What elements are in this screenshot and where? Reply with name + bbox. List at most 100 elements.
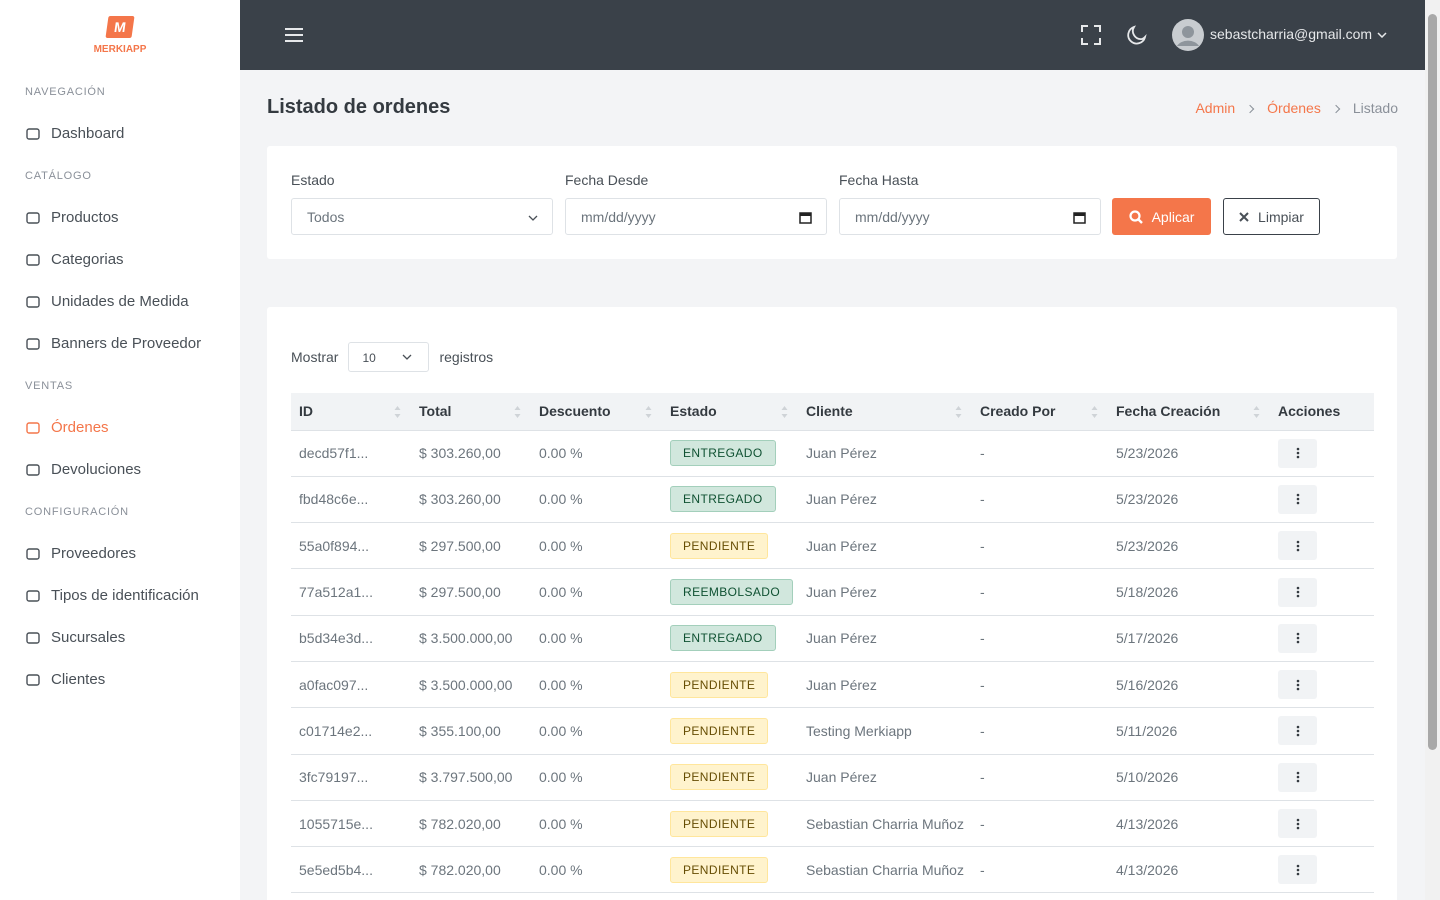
table-header: ID Total Descuento Estado Cliente Creado Por F… bbox=[291, 393, 1374, 431]
cell-text: $ 3.500.000,00 bbox=[419, 676, 513, 693]
table-cell: PENDIENTE bbox=[662, 522, 798, 570]
sort-icon bbox=[781, 406, 788, 418]
table-cell: 0.00 % bbox=[531, 661, 662, 709]
actions-cell bbox=[1270, 846, 1374, 894]
avatar[interactable] bbox=[1172, 19, 1204, 51]
table-cell: Sebastian Charria Muñoz bbox=[798, 800, 972, 848]
calendar-icon[interactable] bbox=[799, 211, 812, 224]
table-cell: PENDIENTE bbox=[662, 661, 798, 709]
nav-item[interactable]: Categorias bbox=[0, 239, 240, 281]
actions-cell bbox=[1270, 430, 1374, 477]
status-badge: ENTREGADO bbox=[670, 440, 776, 467]
status-badge: PENDIENTE bbox=[670, 532, 769, 559]
cell-text: Juan Pérez bbox=[806, 584, 877, 601]
logo[interactable]: M MERKIAPP bbox=[90, 10, 150, 62]
nav-item[interactable]: Clientes bbox=[0, 659, 240, 701]
nav-section-title: CATÁLOGO bbox=[25, 170, 92, 182]
calendar-icon[interactable] bbox=[1073, 211, 1086, 224]
table-cell: 5e5ed5b4... bbox=[291, 846, 411, 894]
actions-button[interactable] bbox=[1278, 716, 1317, 746]
nav-item[interactable]: Devoluciones bbox=[0, 449, 240, 491]
order-row: fbd48c6e... $ 303.260,00 0.00 % ENTREGADO Ju… bbox=[291, 476, 1374, 524]
fullscreen-button[interactable] bbox=[1080, 24, 1102, 46]
nav-item[interactable]: Proveedores bbox=[0, 533, 240, 575]
nav-icon bbox=[26, 548, 40, 560]
cell-text: 5/11/2026 bbox=[1116, 722, 1178, 739]
cell-text: Juan Pérez bbox=[806, 491, 877, 508]
nav-label: Clientes bbox=[51, 671, 106, 688]
table-cell: 5/11/2026 bbox=[1108, 707, 1270, 755]
cell-text: 55a0f894... bbox=[299, 537, 370, 554]
nav-item[interactable]: Unidades de Medida bbox=[0, 281, 240, 323]
table-cell: $ 782.020,00 bbox=[411, 846, 531, 894]
cell-text: a0fac097... bbox=[299, 676, 369, 693]
table-cell: PENDIENTE bbox=[662, 707, 798, 755]
nav-label: Unidades de Medida bbox=[51, 293, 189, 310]
date-input[interactable]: mm/dd/yyyy bbox=[839, 198, 1101, 235]
actions-button[interactable] bbox=[1278, 855, 1317, 885]
column-header[interactable]: Cliente bbox=[798, 393, 972, 431]
filter-card: Aplicar Limpiar Estado Todos Fecha Desde mm… bbox=[267, 146, 1397, 259]
apply-button[interactable]: Aplicar bbox=[1112, 198, 1211, 235]
column-header[interactable]: Total bbox=[411, 393, 531, 431]
column-header: Acciones bbox=[1270, 393, 1374, 431]
cell-text: - bbox=[980, 445, 985, 462]
select-input[interactable]: Todos bbox=[291, 198, 553, 235]
kebab-icon bbox=[1296, 494, 1299, 505]
actions-button[interactable] bbox=[1278, 531, 1317, 561]
table-cell: 0.00 % bbox=[531, 615, 662, 662]
breadcrumb-item[interactable]: Admin bbox=[1195, 100, 1236, 116]
column-header[interactable]: Creado Por bbox=[972, 393, 1108, 431]
actions-button[interactable] bbox=[1278, 670, 1317, 700]
page-size-select[interactable]: 10 bbox=[348, 342, 430, 372]
clear-button[interactable]: Limpiar bbox=[1223, 198, 1320, 235]
orders-card: Mostrar 10 registros ID Total Descuento Est… bbox=[267, 307, 1397, 900]
cell-text: - bbox=[980, 861, 985, 878]
table-cell: PENDIENTE bbox=[662, 754, 798, 801]
breadcrumb-item[interactable]: Órdenes bbox=[1267, 100, 1321, 116]
status-badge: REEMBOLSADO bbox=[670, 579, 794, 606]
column-header[interactable]: Descuento bbox=[531, 393, 662, 431]
nav-item[interactable]: Productos bbox=[0, 197, 240, 239]
actions-button[interactable] bbox=[1278, 623, 1317, 653]
nav-label: Productos bbox=[51, 209, 119, 226]
actions-button[interactable] bbox=[1278, 484, 1317, 514]
theme-toggle[interactable] bbox=[1126, 24, 1148, 46]
date-input[interactable]: mm/dd/yyyy bbox=[565, 198, 827, 235]
column-header[interactable]: ID bbox=[291, 393, 411, 431]
user-email[interactable]: sebastcharria@gmail.com bbox=[1210, 26, 1373, 42]
cell-text: c01714e2... bbox=[299, 722, 373, 739]
cell-text: b5d34e3d... bbox=[299, 630, 373, 647]
nav-item[interactable]: Banners de Proveedor bbox=[0, 323, 240, 365]
nav-item[interactable]: Sucursales bbox=[0, 617, 240, 659]
table-cell: fbd48c6e... bbox=[291, 476, 411, 524]
table-cell: - bbox=[972, 430, 1108, 477]
scroll-thumb[interactable] bbox=[1428, 14, 1437, 750]
nav-item[interactable]: Dashboard bbox=[0, 113, 240, 155]
table-cell: ENTREGADO bbox=[662, 615, 798, 662]
scrollbar[interactable] bbox=[1425, 0, 1440, 900]
actions-button[interactable] bbox=[1278, 438, 1317, 468]
table-cell: b5d34e3d... bbox=[291, 615, 411, 662]
column-header[interactable]: Fecha Creación bbox=[1108, 393, 1270, 431]
actions-button[interactable] bbox=[1278, 809, 1317, 839]
nav-icon bbox=[26, 464, 40, 476]
cell-text: 0.00 % bbox=[539, 491, 583, 508]
table-cell: - bbox=[972, 800, 1108, 848]
nav-item[interactable]: Tipos de identificación bbox=[0, 575, 240, 617]
page-size: 10 bbox=[362, 351, 376, 365]
actions-button[interactable] bbox=[1278, 762, 1317, 792]
column-header[interactable]: Estado bbox=[662, 393, 798, 431]
table-cell: - bbox=[972, 754, 1108, 801]
cell-text: 0.00 % bbox=[539, 584, 583, 601]
order-row: 55a0f894... $ 297.500,00 0.00 % PENDIENTE Ju… bbox=[291, 522, 1374, 570]
actions-button[interactable] bbox=[1278, 577, 1317, 607]
cell-text: 3fc79197... bbox=[299, 769, 369, 786]
column-title: Estado bbox=[670, 403, 717, 420]
page-length: Mostrar 10 registros bbox=[291, 342, 493, 372]
menu-toggle[interactable] bbox=[284, 27, 304, 43]
filter-label: Fecha Hasta bbox=[839, 172, 919, 188]
nav-item[interactable]: Órdenes bbox=[0, 407, 240, 449]
table-cell: 5/10/2026 bbox=[1108, 754, 1270, 801]
